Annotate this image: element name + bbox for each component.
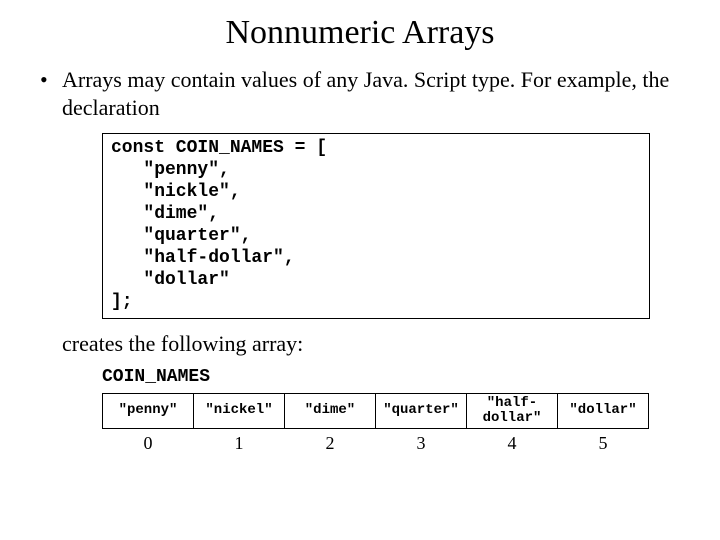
index-cell: 4 (466, 429, 558, 454)
array-cell: "nickel" (193, 393, 285, 429)
index-row: 0 1 2 3 4 5 (102, 429, 680, 454)
index-cell: 2 (284, 429, 376, 454)
bullet-text: Arrays may contain values of any Java. S… (62, 66, 680, 121)
index-cell: 0 (102, 429, 194, 454)
array-label: COIN_NAMES (102, 367, 680, 387)
array-cell: "quarter" (375, 393, 467, 429)
array-cell: "half- dollar" (466, 393, 558, 429)
follow-text: creates the following array: (62, 331, 680, 357)
code-block: const COIN_NAMES = [ "penny", "nickle", … (102, 133, 650, 319)
slide: Nonnumeric Arrays • Arrays may contain v… (0, 0, 720, 540)
array-cell: "dollar" (557, 393, 649, 429)
slide-title: Nonnumeric Arrays (40, 14, 680, 52)
index-cell: 3 (375, 429, 467, 454)
array-cell: "dime" (284, 393, 376, 429)
array-cell: "penny" (102, 393, 194, 429)
index-cell: 1 (193, 429, 285, 454)
bullet-item: • Arrays may contain values of any Java.… (40, 66, 680, 121)
array-row: "penny" "nickel" "dime" "quarter" "half-… (102, 393, 680, 429)
index-cell: 5 (557, 429, 649, 454)
bullet-dot: • (40, 66, 62, 94)
